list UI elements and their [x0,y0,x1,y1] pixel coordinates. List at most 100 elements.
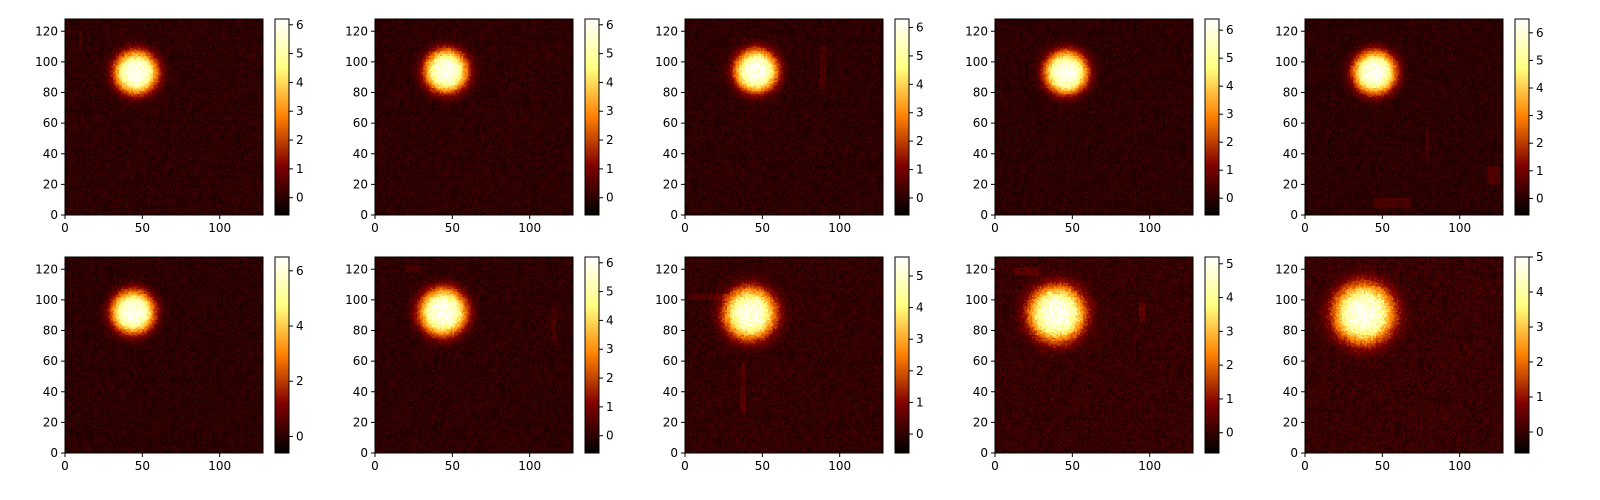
colorbar-tick-label: 6 [916,21,924,35]
y-tick-label: 120 [35,262,58,276]
y-tick-label: 60 [1283,354,1298,368]
y-tick-label: 80 [43,86,58,100]
y-tick-label: 100 [965,55,988,69]
colorbar-frame [584,256,600,454]
colorbar-tick-label: 0 [606,191,614,205]
colorbar-tick-label: 0 [1536,425,1544,439]
y-tick-label: 120 [655,24,678,38]
x-tick-label: 0 [681,221,689,235]
plot-frame [374,18,574,216]
colorbar-tick-label: 0 [1536,191,1544,205]
y-tick-label: 60 [973,116,988,130]
colorbar-tick-label: 3 [1536,320,1544,334]
y-tick-label: 80 [973,324,988,338]
y-tick-label: 80 [353,324,368,338]
colorbar-tick-label: 4 [1226,79,1234,93]
plot-frame [1304,18,1504,216]
colorbar-tick-label: 5 [916,49,924,63]
x-tick-label: 0 [1301,459,1309,473]
x-tick-label: 100 [1448,221,1471,235]
colorbar-tick-label: 0 [916,427,924,441]
y-tick-label: 0 [360,446,368,460]
heatmap-panel-6: 0 50 100 0 20 40 60 80 100 120 0 2 4 6 [35,256,304,473]
y-tick-label: 20 [43,415,58,429]
colorbar-tick-label: 2 [1536,355,1544,369]
y-tick-label: 80 [1283,324,1298,338]
y-tick-label: 120 [345,24,368,38]
y-tick-label: 20 [353,177,368,191]
colorbar-gradient [1515,257,1529,453]
x-tick-label: 50 [135,221,150,235]
colorbar-tick-label: 4 [916,77,924,91]
colorbar-frame [894,256,910,454]
colorbar-tick-label: 6 [1226,23,1234,37]
colorbar-tick-label: 4 [606,75,614,89]
colorbar-tick-label: 1 [606,162,614,176]
y-tick-label: 100 [1275,293,1298,307]
y-tick-label: 20 [973,177,988,191]
x-tick-label: 100 [1138,221,1161,235]
x-tick-label: 50 [445,459,460,473]
heatmap-panel-3: 0 50 100 0 20 40 60 80 100 120 0 1 2 3 4 5 6 [655,18,924,235]
y-tick-label: 20 [353,415,368,429]
heatmap-panel-7: 0 50 100 0 20 40 60 80 100 120 0 1 2 3 4 5 6 [345,256,614,473]
y-tick-label: 80 [353,86,368,100]
colorbar-tick-label: 5 [1226,257,1234,271]
y-tick-label: 120 [965,24,988,38]
x-tick-label: 50 [1375,459,1390,473]
colorbar-gradient [895,257,909,453]
heatmap-panel-9: 0 50 100 0 20 40 60 80 100 120 0 1 2 3 4 5 [965,256,1234,473]
heatmap-image [995,19,1193,215]
heatmap-image [995,257,1193,453]
y-tick-label: 100 [1275,55,1298,69]
heatmap-panel-10: 0 50 100 0 20 40 60 80 100 120 0 1 2 3 4 5 [1275,250,1544,473]
y-tick-label: 100 [345,293,368,307]
y-tick-label: 0 [670,208,678,222]
colorbar-tick-label: 4 [1536,285,1544,299]
y-tick-label: 20 [1283,177,1298,191]
colorbar-tick-label: 6 [606,256,614,270]
y-tick-label: 100 [35,55,58,69]
colorbar-tick-label: 0 [1226,426,1234,440]
colorbar-frame [1514,256,1530,454]
y-tick-label: 40 [43,385,58,399]
x-tick-label: 0 [991,221,999,235]
x-tick-label: 50 [1065,221,1080,235]
heatmap-panel-4: 0 50 100 0 20 40 60 80 100 120 0 1 2 3 4 5 6 [965,18,1234,235]
y-tick-label: 40 [43,147,58,161]
y-tick-label: 0 [980,208,988,222]
colorbar-tick-label: 5 [1536,250,1544,264]
colorbar-tick-label: 3 [1536,109,1544,123]
x-tick-label: 100 [828,221,851,235]
colorbar-tick-label: 6 [606,18,614,32]
colorbar-tick-label: 4 [916,301,924,315]
colorbar-tick-label: 3 [916,106,924,120]
colorbar-tick-label: 5 [606,47,614,61]
y-tick-label: 120 [1275,24,1298,38]
y-tick-label: 100 [965,293,988,307]
colorbar-tick-label: 1 [606,400,614,414]
heatmap-panel-2: 0 50 100 0 20 40 60 80 100 120 0 1 2 3 4 5 6 [345,18,614,235]
y-tick-label: 120 [965,262,988,276]
y-tick-label: 40 [1283,385,1298,399]
x-tick-label: 100 [828,459,851,473]
x-tick-label: 100 [1448,459,1471,473]
colorbar-tick-label: 4 [1226,291,1234,305]
plot-frame [994,256,1194,454]
colorbar-tick-label: 2 [296,374,304,388]
y-tick-label: 0 [50,446,58,460]
y-tick-label: 120 [345,262,368,276]
colorbar-gradient [1515,19,1529,215]
colorbar-tick-label: 6 [1536,26,1544,40]
x-tick-label: 100 [518,221,541,235]
colorbar-tick-label: 3 [1226,324,1234,338]
heatmap-image [685,19,883,215]
colorbar-tick-label: 2 [296,133,304,147]
y-tick-label: 0 [50,208,58,222]
colorbar-frame [1204,256,1220,454]
colorbar-tick-label: 2 [1536,136,1544,150]
y-tick-label: 100 [655,55,678,69]
heatmap-image [375,19,573,215]
colorbar-frame [1514,18,1530,216]
